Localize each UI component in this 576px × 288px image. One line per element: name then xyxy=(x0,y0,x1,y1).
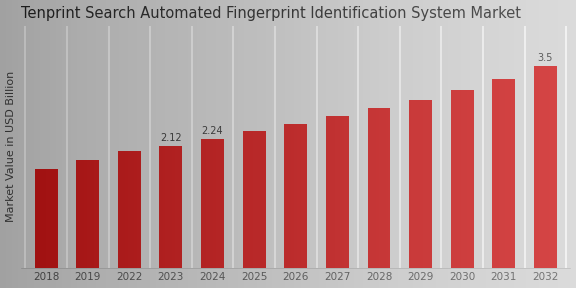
Bar xyxy=(409,100,432,268)
Bar xyxy=(492,79,516,268)
Bar xyxy=(242,131,266,268)
Bar xyxy=(451,90,473,268)
Text: Tenprint Search Automated Fingerprint Identification System Market: Tenprint Search Automated Fingerprint Id… xyxy=(21,5,521,20)
Bar xyxy=(76,160,99,268)
Bar xyxy=(367,108,391,268)
Bar xyxy=(326,116,349,268)
Text: 3.5: 3.5 xyxy=(538,53,553,63)
Bar xyxy=(160,146,183,268)
Bar xyxy=(201,139,224,268)
Text: 2.24: 2.24 xyxy=(202,126,223,136)
Bar xyxy=(35,168,58,268)
Bar xyxy=(285,124,307,268)
Bar xyxy=(534,66,557,268)
Text: 2.12: 2.12 xyxy=(160,133,182,143)
Y-axis label: Market Value in USD Billion: Market Value in USD Billion xyxy=(6,71,16,222)
Bar xyxy=(118,151,141,268)
